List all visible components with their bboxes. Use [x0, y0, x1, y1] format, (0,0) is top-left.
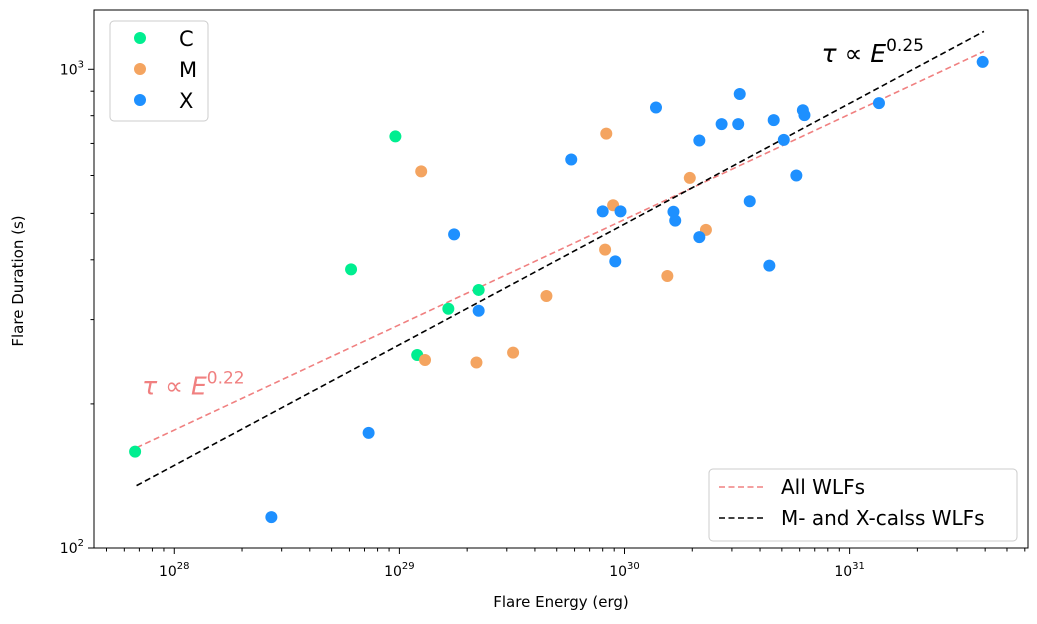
data-point-c	[472, 283, 485, 296]
data-points	[129, 55, 989, 524]
fit-line-mx-wlfs	[136, 30, 985, 487]
legend-label-m: M	[179, 58, 197, 82]
x-tick-label: 1030	[609, 561, 640, 580]
data-point-c	[389, 130, 402, 143]
data-point-x	[693, 134, 706, 147]
data-point-x	[609, 255, 622, 268]
legend-marker-c	[134, 32, 146, 44]
legend-marker-m	[134, 63, 146, 75]
x-axis: 1028 1029 1030 1031	[105, 548, 1026, 580]
data-point-x	[596, 205, 609, 218]
data-point-x	[790, 169, 803, 182]
x-tick-label: 1029	[384, 561, 415, 580]
y-tick-label: 103	[60, 59, 84, 78]
y-axis-label: Flare Duration (s)	[9, 215, 27, 346]
data-point-x	[798, 109, 811, 122]
fit-annotations: τ ∝ E0.22 τ ∝ E0.25	[142, 36, 924, 401]
legend-label-mx-wlfs: M- and X-calss WLFs	[781, 506, 985, 530]
data-point-m	[540, 290, 553, 303]
legend-label-x: X	[179, 89, 193, 113]
fit-line-all-wlfs	[136, 50, 985, 449]
data-point-x	[565, 153, 578, 166]
plot-frame	[93, 9, 1029, 549]
y-axis: 102 103	[60, 59, 94, 557]
data-point-x	[732, 118, 745, 131]
x-tick-label: 1031	[834, 561, 865, 580]
data-point-x	[976, 55, 989, 68]
data-point-x	[448, 228, 461, 241]
fit-annotation-mx-wlfs: τ ∝ E0.25	[821, 36, 923, 68]
data-point-m	[507, 346, 520, 359]
legend-lines-box	[708, 468, 1018, 542]
data-point-x	[265, 511, 278, 524]
data-point-m	[683, 171, 696, 184]
data-point-x	[763, 259, 776, 272]
data-point-m	[600, 127, 613, 140]
fit-lines	[136, 30, 985, 487]
data-point-x	[362, 426, 375, 439]
data-point-x	[872, 97, 885, 110]
data-point-x	[715, 118, 728, 131]
data-point-m	[419, 354, 432, 367]
data-point-x	[614, 205, 627, 218]
legend-label-c: C	[179, 27, 194, 51]
data-point-m	[661, 269, 674, 282]
data-point-c	[345, 263, 358, 276]
data-point-x	[693, 231, 706, 244]
x-tick-label: 1028	[159, 561, 190, 580]
data-point-c	[129, 445, 142, 458]
legend-marker-x	[134, 94, 146, 106]
legend-label-all-wlfs: All WLFs	[781, 475, 865, 499]
data-point-c	[442, 302, 455, 315]
data-point-x	[767, 114, 780, 127]
legend-points: CMX	[109, 20, 209, 122]
data-point-x	[743, 195, 756, 208]
y-tick-label: 102	[60, 538, 84, 557]
data-point-m	[599, 243, 612, 256]
x-axis-label: Flare Energy (erg)	[493, 593, 628, 611]
legend-lines: All WLFs M- and X-calss WLFs	[708, 468, 1018, 542]
data-point-x	[669, 214, 682, 227]
legend-points-box	[109, 20, 209, 122]
data-point-x	[472, 304, 485, 317]
data-point-x	[777, 133, 790, 146]
fit-annotation-all-wlfs: τ ∝ E0.22	[142, 369, 244, 401]
data-point-m	[415, 165, 428, 178]
data-point-x	[649, 101, 662, 114]
data-point-x	[733, 87, 746, 100]
data-point-m	[470, 356, 483, 369]
